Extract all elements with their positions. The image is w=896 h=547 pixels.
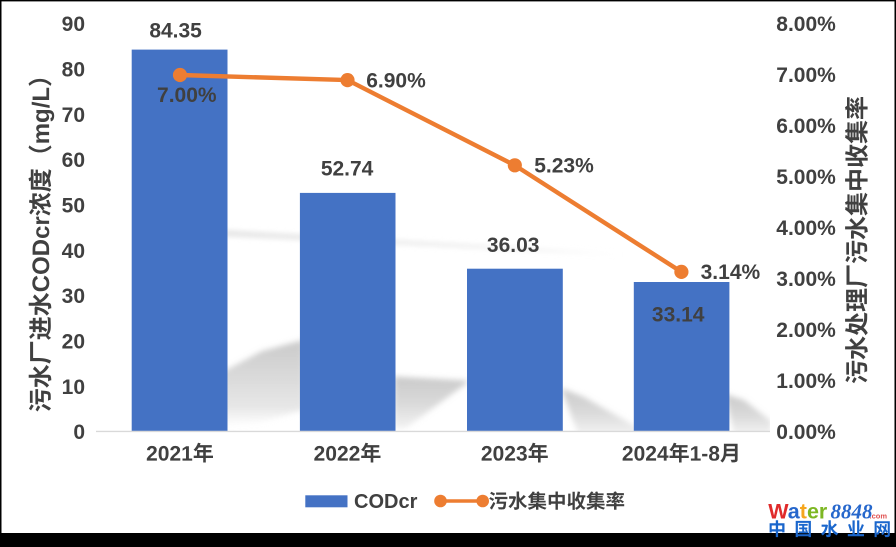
svg-text:Water: Water [768,500,828,524]
svg-text:1.00%: 1.00% [776,370,836,393]
svg-text:4.00%: 4.00% [776,217,836,240]
svg-text:30: 30 [62,285,85,308]
svg-text:80: 80 [62,58,85,81]
svg-text:3.14%: 3.14% [701,261,761,284]
svg-text:3.00%: 3.00% [776,268,836,291]
svg-text:52.74: 52.74 [321,157,374,180]
svg-text:.com: .com [870,511,888,520]
svg-text:8.00%: 8.00% [776,13,836,36]
svg-text:7.00%: 7.00% [157,84,217,107]
svg-text:20: 20 [62,330,85,353]
svg-text:36.03: 36.03 [487,234,540,257]
svg-text:7.00%: 7.00% [776,64,836,87]
svg-text:6.90%: 6.90% [366,70,426,93]
svg-text:10: 10 [62,376,85,399]
svg-text:0: 0 [73,421,85,444]
svg-text:2.00%: 2.00% [776,319,836,342]
svg-text:90: 90 [62,13,85,36]
svg-text:6.00%: 6.00% [776,115,836,138]
svg-text:60: 60 [62,149,85,172]
svg-text:CODcr: CODcr [354,491,418,513]
svg-text:33.14: 33.14 [652,304,705,327]
svg-text:84.35: 84.35 [149,19,202,42]
svg-text:70: 70 [62,104,85,127]
svg-text:5.23%: 5.23% [534,154,594,177]
svg-text:50: 50 [62,194,85,217]
svg-text:40: 40 [62,240,85,263]
svg-text:5.00%: 5.00% [776,166,836,189]
svg-text:8848: 8848 [831,500,874,524]
svg-text:0.00%: 0.00% [776,421,836,444]
